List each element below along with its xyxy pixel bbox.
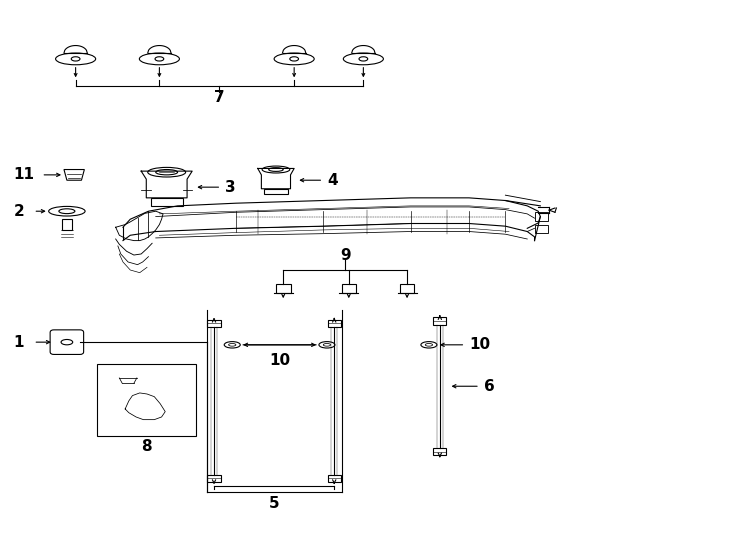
Bar xyxy=(276,285,291,293)
Bar xyxy=(150,198,183,206)
Text: 5: 5 xyxy=(269,496,280,511)
Ellipse shape xyxy=(421,342,437,348)
Text: 2: 2 xyxy=(14,204,24,219)
Ellipse shape xyxy=(148,167,186,177)
Ellipse shape xyxy=(319,342,335,348)
Bar xyxy=(534,225,548,233)
Text: 6: 6 xyxy=(484,379,494,394)
Text: 4: 4 xyxy=(327,173,338,188)
Bar xyxy=(208,475,221,482)
Bar xyxy=(62,219,72,230)
Polygon shape xyxy=(64,170,84,180)
Bar xyxy=(400,285,415,293)
Text: 9: 9 xyxy=(340,247,350,262)
Bar xyxy=(98,363,196,436)
Ellipse shape xyxy=(274,53,314,65)
Bar xyxy=(208,320,221,327)
Text: 10: 10 xyxy=(269,353,290,368)
Ellipse shape xyxy=(48,206,85,216)
Bar xyxy=(327,475,341,482)
Ellipse shape xyxy=(56,53,95,65)
Text: 8: 8 xyxy=(142,439,152,454)
Bar xyxy=(264,189,288,194)
Text: 10: 10 xyxy=(469,338,490,352)
Bar xyxy=(433,317,446,325)
Ellipse shape xyxy=(224,342,240,348)
FancyBboxPatch shape xyxy=(50,330,84,354)
Bar xyxy=(341,285,356,293)
Ellipse shape xyxy=(344,53,383,65)
Ellipse shape xyxy=(262,166,290,173)
Bar xyxy=(327,320,341,327)
Bar xyxy=(534,212,548,221)
Text: 3: 3 xyxy=(225,180,236,194)
Bar xyxy=(433,448,446,455)
Text: 1: 1 xyxy=(14,335,24,350)
Ellipse shape xyxy=(139,53,179,65)
Text: 7: 7 xyxy=(214,90,225,105)
Text: 11: 11 xyxy=(14,167,34,183)
